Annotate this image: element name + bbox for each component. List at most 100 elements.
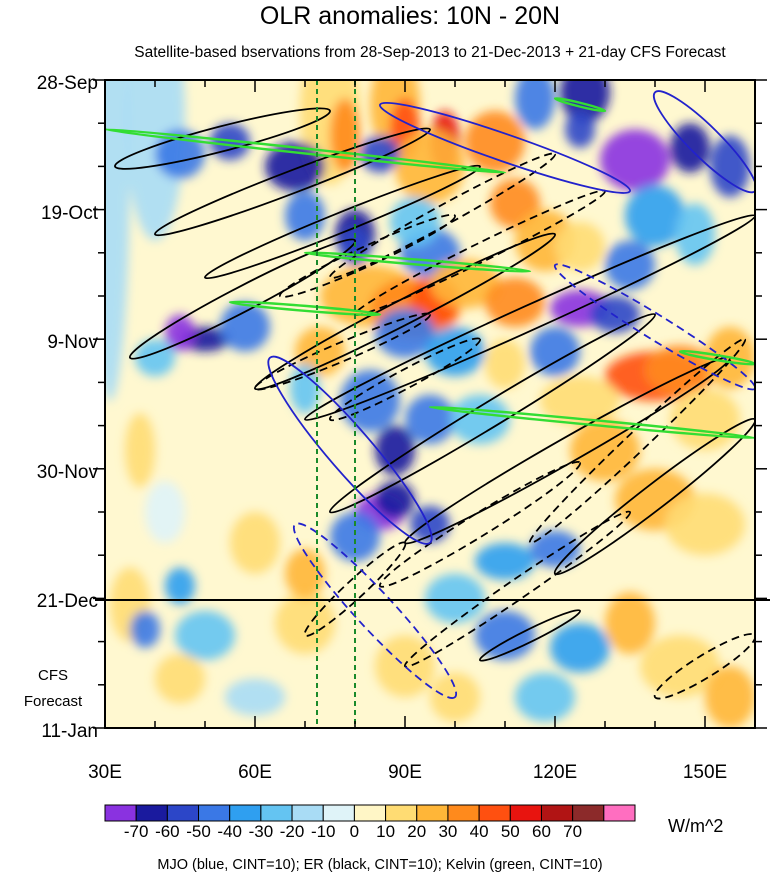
- colorbar-label: 60: [532, 822, 551, 841]
- colorbar-label: -30: [249, 822, 274, 841]
- colorbar-swatch: [509, 804, 542, 822]
- x-tick-label: 90E: [388, 762, 422, 783]
- colorbar-swatch: [540, 804, 574, 822]
- x-tick-label: 120E: [533, 762, 577, 783]
- er-contour: [328, 337, 482, 422]
- er-contour: [304, 214, 755, 421]
- colorbar-label: -70: [124, 822, 149, 841]
- y-tick-label: 30-Nov: [37, 462, 99, 483]
- colorbar-label: -50: [186, 822, 211, 841]
- er-contour: [328, 313, 657, 514]
- anomaly-patch: [425, 573, 485, 624]
- anomaly-patch: [515, 80, 555, 130]
- colorbar-swatch: [603, 804, 636, 822]
- y-axis-labels: 28-Sep 19-Oct 9-Nov 30-Nov 21-Dec 11-Jan…: [24, 73, 99, 742]
- anomaly-patch: [465, 110, 525, 173]
- anomaly-patch: [605, 592, 655, 654]
- colorbar-label: 30: [438, 822, 457, 841]
- colorbar-label: 70: [563, 822, 582, 841]
- x-tick-label: 150E: [683, 762, 727, 783]
- mjo-contour: [379, 101, 631, 194]
- anomaly-patch: [600, 129, 670, 192]
- mjo-contour: [553, 263, 755, 391]
- anomaly-patch: [605, 240, 655, 290]
- anomaly-patch: [225, 678, 285, 716]
- anomaly-patch: [705, 666, 755, 728]
- colorbar-swatch: [166, 804, 200, 822]
- anomaly-patch: [530, 326, 580, 377]
- colorbar-swatch: [260, 804, 293, 822]
- chart-title: OLR anomalies: 10N - 20N: [260, 2, 560, 30]
- colorbar-swatch: [322, 804, 355, 822]
- er-contour: [378, 461, 582, 588]
- anomaly-patch: [430, 258, 500, 309]
- anomaly-patch: [515, 672, 575, 722]
- er-contour: [253, 232, 557, 391]
- y-tick-label: 21-Dec: [37, 591, 98, 612]
- anomaly-patch: [375, 425, 415, 475]
- er-contour: [303, 541, 407, 637]
- anomaly-patch: [485, 339, 525, 389]
- colorbar-swatch: [447, 804, 480, 822]
- er-contour: [479, 609, 581, 662]
- anomaly-patch: [155, 653, 205, 704]
- colorbar-swatch: [291, 804, 324, 822]
- colorbar-label: 0: [350, 822, 359, 841]
- anomaly-patch: [410, 505, 450, 543]
- anomaly-patch: [590, 296, 640, 334]
- kelvin-contour: [228, 300, 382, 317]
- forecast-label-line2: Forecast: [24, 693, 83, 710]
- anomaly-patch: [450, 394, 510, 445]
- kelvin-contour: [428, 405, 755, 440]
- anomaly-patch: [275, 592, 335, 654]
- colorbar: [104, 804, 636, 822]
- forecast-label-line1: CFS: [38, 667, 68, 684]
- x-tick-label: 60E: [238, 762, 272, 783]
- y-tick-label: 11-Jan: [41, 721, 98, 742]
- colorbar-swatch: [198, 804, 231, 822]
- er-contour: [328, 152, 557, 279]
- y-tick-label: 19-Oct: [41, 203, 99, 224]
- er-contour: [154, 127, 431, 237]
- colorbar-label: 20: [407, 822, 426, 841]
- er-contour: [528, 338, 747, 545]
- colorbar-swatch: [104, 804, 137, 822]
- er-contour: [114, 107, 331, 170]
- anomaly-patch: [565, 110, 595, 148]
- colorbar-swatch: [385, 804, 418, 822]
- anomaly-patch: [570, 419, 640, 482]
- anomaly-patch: [375, 481, 415, 519]
- anomaly-patch: [285, 549, 325, 599]
- er-contour: [204, 164, 481, 280]
- anomaly-patch: [670, 388, 740, 451]
- er-contour: [254, 312, 431, 391]
- x-tick-label: 30E: [88, 762, 122, 783]
- anomaly-patch: [230, 511, 280, 574]
- kelvin-contour: [105, 128, 507, 174]
- er-contour: [279, 213, 456, 298]
- wave-contours: [105, 90, 755, 700]
- colorbar-label: -10: [311, 822, 336, 841]
- anomaly-patch: [665, 493, 745, 556]
- anomaly-patch: [640, 635, 720, 698]
- colorbar-swatch: [416, 804, 449, 822]
- anomaly-patch: [330, 512, 380, 562]
- anomaly-patch: [125, 80, 185, 241]
- anomaly-patch: [485, 277, 545, 327]
- colorbar-labels: -70 -60 -50 -40 -30 -20 -10 0 10 20 30 4…: [124, 822, 582, 841]
- colorbar-label: 10: [376, 822, 395, 841]
- anomaly-patch: [105, 80, 130, 401]
- colorbar-swatch: [572, 804, 605, 822]
- colorbar-swatch: [135, 804, 168, 822]
- olr-anomaly-shading: [105, 80, 755, 728]
- y-tick-label: 9-Nov: [47, 332, 98, 353]
- anomaly-patch: [555, 221, 605, 272]
- anomaly-patch: [125, 413, 155, 488]
- axis-ticks: [93, 79, 767, 729]
- anomaly-patch: [290, 363, 320, 414]
- anomaly-patch: [175, 610, 235, 661]
- anomaly-patch: [540, 376, 620, 426]
- chart-subtitle: Satellite-based bservations from 28-Sep-…: [134, 44, 726, 61]
- anomaly-patch: [220, 302, 270, 352]
- colorbar-label: -20: [280, 822, 305, 841]
